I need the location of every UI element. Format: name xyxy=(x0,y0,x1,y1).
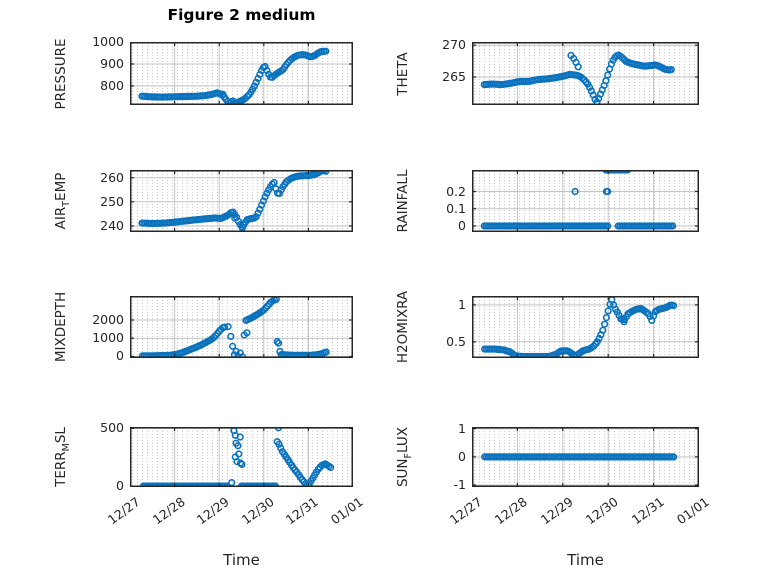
subplot-theta xyxy=(472,42,699,105)
data-markers xyxy=(138,296,330,358)
tick-marks xyxy=(130,427,353,487)
y-tick-label-sun-flux: 0 xyxy=(458,448,466,464)
y-tick-label-mixdepth: 0 xyxy=(116,348,124,364)
y-tick-label-h2omixra: 0.5 xyxy=(446,333,466,349)
y-tick-label-rainfall: 0 xyxy=(458,217,466,233)
tick-marks xyxy=(472,42,699,105)
minor-grid xyxy=(131,428,352,486)
axes-frame xyxy=(130,296,353,358)
y-tick-label-rainfall: 0.1 xyxy=(446,200,466,216)
y-tick-label-rainfall: 0.2 xyxy=(446,183,466,199)
axes-frame xyxy=(472,170,699,232)
subplot-sun-flux xyxy=(472,427,699,487)
y-axis-label-part: H2OMIXRA xyxy=(395,290,411,364)
y-axis-label-part: AIR xyxy=(53,206,69,230)
y-tick-label-pressure: 1000 xyxy=(92,34,124,49)
subplot-rainfall xyxy=(472,170,699,232)
y-tick-label-sun-flux: 1 xyxy=(458,420,466,436)
minor-grid xyxy=(131,297,352,357)
y-tick-label-air-temp: 260 xyxy=(100,169,124,185)
time-axis-label: Time xyxy=(223,551,260,569)
y-axis-label-part: EMP xyxy=(53,172,69,201)
axes-frame xyxy=(130,427,353,487)
y-axis-label-part: SUN xyxy=(395,458,411,488)
y-tick-label-mixdepth: 1000 xyxy=(92,330,124,346)
y-tick-label-terr-msl: 0 xyxy=(116,478,124,494)
subplot-terr-msl xyxy=(130,427,353,487)
tick-marks xyxy=(130,170,353,232)
tick-marks xyxy=(472,427,699,487)
major-grid xyxy=(472,296,699,358)
axes-frame xyxy=(472,296,699,358)
subplot-mixdepth xyxy=(130,296,353,358)
y-tick-label-h2omixra: 1 xyxy=(458,296,466,312)
y-axis-label-terr-msl: TERRMSL xyxy=(50,357,72,557)
tick-marks xyxy=(130,42,353,105)
y-axis-label-part: RAINFALL xyxy=(395,169,411,233)
y-axis-label-part: PRESSURE xyxy=(53,38,69,109)
y-tick-label-pressure: 800 xyxy=(100,77,124,93)
y-tick-label-theta: 265 xyxy=(442,69,466,84)
minor-grid xyxy=(473,43,698,104)
minor-grid xyxy=(473,171,698,231)
tick-marks xyxy=(472,170,699,232)
y-tick-label-sun-flux: -1 xyxy=(453,477,466,493)
data-markers xyxy=(480,170,677,230)
y-axis-label-part: TERR xyxy=(53,451,69,487)
y-tick-label-pressure: 900 xyxy=(100,55,124,71)
y-axis-label-part: LUX xyxy=(395,427,411,453)
y-tick-label-air-temp: 250 xyxy=(100,193,124,209)
y-tick-label-air-temp: 240 xyxy=(100,217,124,233)
data-markers xyxy=(138,170,330,232)
time-axis-label: Time xyxy=(567,551,604,569)
y-axis-label-part: THETA xyxy=(395,51,411,96)
y-tick-label-mixdepth: 2000 xyxy=(92,312,124,328)
axes-frame xyxy=(130,42,353,105)
axes-frame xyxy=(130,170,353,232)
y-axis-label-part: SL xyxy=(53,427,69,444)
y-axis-label-part: M xyxy=(60,443,72,452)
y-axis-label-part: T xyxy=(60,200,72,207)
y-tick-label-terr-msl: 500 xyxy=(100,420,124,436)
subplot-h2omixra xyxy=(472,296,699,358)
y-axis-label-part: F xyxy=(402,452,414,459)
axes-frame xyxy=(472,42,699,105)
y-axis-label-part: MIXDEPTH xyxy=(53,291,69,363)
y-axis-label-sun-flux: SUNFLUX xyxy=(392,357,414,557)
subplot-pressure xyxy=(130,42,353,105)
tick-marks xyxy=(130,296,353,358)
y-tick-label-theta: 270 xyxy=(442,37,466,53)
data-markers xyxy=(481,453,678,461)
data-markers xyxy=(480,51,675,105)
tick-marks xyxy=(472,296,699,358)
figure-title: Figure 2 medium xyxy=(167,6,316,24)
subplot-air-temp xyxy=(130,170,353,232)
